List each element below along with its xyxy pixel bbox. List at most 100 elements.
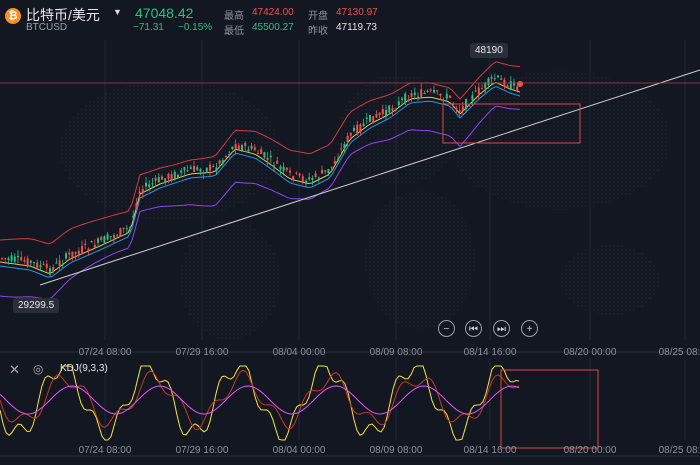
candle-body	[401, 98, 403, 100]
time-label: 08/09 08:00	[370, 347, 423, 358]
candle-body	[455, 107, 458, 110]
candle-body	[52, 266, 55, 271]
candle-body	[410, 93, 413, 97]
candle-body	[7, 258, 10, 261]
candle-body	[295, 172, 298, 174]
candle-body	[74, 251, 77, 254]
kdj-indicator-label: KDJ(9,3,3)	[60, 363, 108, 374]
dropdown-caret-icon[interactable]: ▼	[113, 7, 122, 17]
time-label: 08/14 16:00	[464, 347, 517, 358]
time-label: 08/20 00:00	[564, 347, 617, 358]
bollinger-lower-line	[0, 105, 521, 300]
candle-body	[436, 90, 439, 92]
candle-body	[154, 177, 157, 181]
low-price-marker: 29299.5	[13, 298, 60, 313]
candle-body	[1, 258, 3, 260]
candle-body	[119, 228, 122, 237]
candle-body	[375, 114, 378, 118]
moving-average-line	[0, 85, 521, 278]
candle-body	[487, 78, 490, 85]
candle-body	[71, 251, 74, 259]
last-price: 47048.42	[135, 5, 194, 21]
candle-body	[458, 110, 461, 113]
scroll-left-button[interactable]: ⏮	[465, 320, 482, 337]
candle-body	[42, 263, 45, 265]
candle-body	[263, 152, 266, 158]
prev-close-value: 47119.73	[336, 22, 377, 33]
candle-body	[81, 246, 83, 253]
candle-body	[285, 167, 288, 171]
candle-body	[148, 184, 151, 187]
close-indicator-icon[interactable]: ✕	[9, 362, 20, 377]
candle-body	[276, 160, 279, 164]
candle-body	[93, 244, 96, 248]
candle-body	[279, 166, 282, 170]
candle-body	[164, 178, 167, 183]
price-change-pct: −0.15%	[178, 22, 213, 33]
candle-body	[497, 75, 499, 78]
kdj-time-label: 08/09 08:00	[370, 445, 423, 456]
candle-body	[151, 183, 154, 185]
scroll-right-button[interactable]: ⏭	[493, 320, 510, 337]
candle-body	[356, 124, 359, 135]
candle-body	[103, 236, 106, 243]
zoom-out-button[interactable]: −	[438, 320, 455, 337]
candle-body	[212, 165, 215, 167]
indicator-settings-icon[interactable]: ◎	[33, 362, 44, 376]
candle-body	[109, 236, 112, 238]
candle-body	[177, 174, 179, 178]
kdj-d-line	[0, 385, 520, 415]
candle-body	[449, 95, 451, 98]
kdj-time-label: 07/24 08:00	[79, 445, 132, 456]
candle-body	[202, 172, 205, 174]
candle-body	[420, 89, 423, 97]
low-value: 45500.27	[252, 22, 294, 33]
chart-grid	[0, 40, 700, 457]
candle-body	[234, 143, 237, 150]
candle-body	[183, 167, 186, 171]
candle-body	[13, 256, 16, 262]
candle-body	[266, 157, 269, 161]
candle-body	[247, 149, 250, 152]
candle-body	[321, 170, 323, 174]
candle-body	[372, 116, 375, 124]
candle-body	[474, 90, 477, 92]
candle-body	[33, 262, 35, 264]
annotation-box	[442, 103, 581, 144]
candle-body	[68, 252, 71, 255]
time-label: 08/04 00:00	[273, 347, 326, 358]
candle-body	[260, 149, 263, 155]
time-label: 07/29 16:00	[176, 347, 229, 358]
quote-header: ₿ 比特币/美元 ▼ BTCUSD 47048.42 −71.31 −0.15%…	[0, 0, 700, 37]
zoom-in-button[interactable]: +	[521, 320, 538, 337]
kdj-k-line	[0, 369, 520, 431]
candle-body	[241, 145, 243, 151]
candle-body	[426, 90, 429, 92]
current-price-dot	[517, 81, 523, 87]
bollinger-upper-line	[0, 61, 521, 245]
candle-body	[381, 108, 384, 115]
candle-body	[129, 227, 131, 229]
candle-body	[250, 145, 253, 149]
candle-body	[186, 170, 189, 172]
candle-body	[343, 143, 346, 149]
kdj-time-label: 08/14 16:00	[464, 445, 517, 456]
candle-body	[4, 258, 7, 260]
candle-body	[61, 264, 64, 266]
candle-body	[189, 167, 192, 169]
candle-body	[90, 241, 93, 243]
candle-body	[308, 177, 311, 180]
candle-body	[330, 166, 333, 168]
kdj-time-label: 07/29 16:00	[176, 445, 229, 456]
candle-body	[417, 96, 419, 98]
candle-body	[221, 160, 224, 164]
candle-body	[161, 176, 163, 180]
candle-body	[461, 106, 464, 111]
candle-body	[97, 238, 99, 243]
pair-name[interactable]: 比特币/美元	[26, 7, 100, 23]
candle-body	[305, 180, 307, 183]
candle-body	[273, 165, 275, 167]
candle-body	[433, 90, 435, 93]
candle-body	[365, 117, 368, 119]
